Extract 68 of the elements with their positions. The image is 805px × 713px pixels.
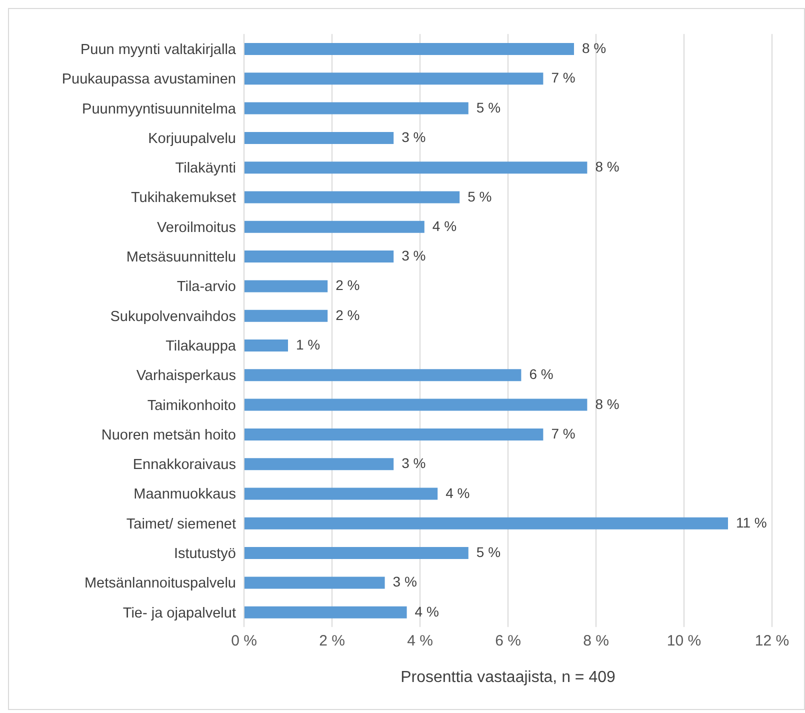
y-tick-label: Tie- ja ojapalvelut bbox=[122, 605, 236, 622]
y-tick-label: Sukupolvenvaihdos bbox=[110, 308, 236, 325]
y-tick-label: Maanmuokkaus bbox=[134, 486, 236, 503]
data-label: 3 % bbox=[402, 248, 426, 264]
y-tick-label: Tila-arvio bbox=[176, 279, 236, 296]
bar bbox=[244, 398, 588, 411]
y-tick-label: Veroilmoitus bbox=[157, 220, 236, 236]
data-label: 8 % bbox=[595, 158, 620, 175]
data-label: 5 % bbox=[476, 99, 501, 116]
bar bbox=[244, 458, 394, 470]
x-tick-label: 6 % bbox=[495, 632, 521, 650]
bar bbox=[244, 72, 544, 85]
y-tick-label: Ennakkoraivaus bbox=[132, 457, 236, 474]
data-label: 3 % bbox=[392, 574, 417, 590]
y-tick-label: Taimikonhoito bbox=[147, 398, 236, 414]
y-tick-label: Korjuupalvelu bbox=[148, 130, 236, 147]
data-label: 4 % bbox=[432, 218, 457, 234]
x-tick-label: 10 % bbox=[666, 632, 702, 650]
bar bbox=[244, 132, 394, 144]
bar bbox=[244, 280, 328, 292]
x-tick-label: 4 % bbox=[407, 632, 433, 650]
bar bbox=[244, 517, 728, 530]
data-label: 6 % bbox=[529, 366, 554, 382]
x-axis-title: Prosenttia vastaajista, n = 409 bbox=[400, 669, 616, 686]
bar bbox=[244, 310, 328, 322]
bar bbox=[244, 220, 424, 233]
y-tick-label: Istutustyö bbox=[174, 546, 236, 562]
data-label: 4 % bbox=[414, 603, 439, 620]
data-label: 5 % bbox=[468, 188, 492, 204]
y-tick-label: Tilakauppa bbox=[166, 338, 237, 354]
y-tick-label: Puukaupassa avustaminen bbox=[62, 72, 236, 88]
x-tick-label: 12 % bbox=[754, 632, 790, 650]
y-tick-label: Taimet/ siemenet bbox=[126, 516, 236, 532]
bar bbox=[244, 369, 522, 382]
bar bbox=[244, 43, 574, 55]
y-tick-label: Metsänlannoituspalvelu bbox=[84, 576, 236, 592]
data-label: 7 % bbox=[551, 425, 576, 442]
data-label: 2 % bbox=[336, 306, 360, 323]
bar bbox=[244, 488, 438, 500]
bar bbox=[244, 606, 407, 618]
bar bbox=[244, 162, 588, 174]
data-label: 11 % bbox=[736, 514, 767, 530]
bar bbox=[244, 547, 468, 560]
y-tick-label: Tukihakemukset bbox=[130, 190, 236, 206]
x-tick-label: 2 % bbox=[319, 632, 345, 650]
data-label: 5 % bbox=[476, 544, 501, 560]
data-label: 2 % bbox=[336, 277, 360, 294]
data-label: 4 % bbox=[446, 484, 470, 501]
y-tick-label: Puunmyyntisuunnitelma bbox=[82, 101, 237, 118]
bar bbox=[244, 576, 385, 589]
data-label: 8 % bbox=[582, 40, 606, 56]
data-label: 8 % bbox=[595, 396, 620, 412]
bar bbox=[244, 102, 468, 114]
x-tick-label: 8 % bbox=[583, 632, 609, 650]
data-label: 3 % bbox=[402, 455, 426, 472]
y-tick-label: Metsäsuunnittelu bbox=[126, 250, 236, 266]
bar bbox=[244, 340, 288, 352]
bar bbox=[244, 191, 460, 204]
bar bbox=[244, 428, 544, 440]
y-tick-label: Nuoren metsän hoito bbox=[101, 427, 236, 444]
data-label: 3 % bbox=[402, 128, 426, 145]
y-tick-label: Tilakäynti bbox=[175, 160, 236, 177]
bar bbox=[244, 250, 394, 263]
data-label: 1 % bbox=[296, 336, 320, 352]
y-tick-label: Puun myynti valtakirjalla bbox=[80, 42, 237, 58]
x-tick-label: 0 % bbox=[231, 632, 257, 650]
y-tick-label: Varhaisperkaus bbox=[136, 368, 236, 384]
data-label: 7 % bbox=[551, 70, 576, 86]
